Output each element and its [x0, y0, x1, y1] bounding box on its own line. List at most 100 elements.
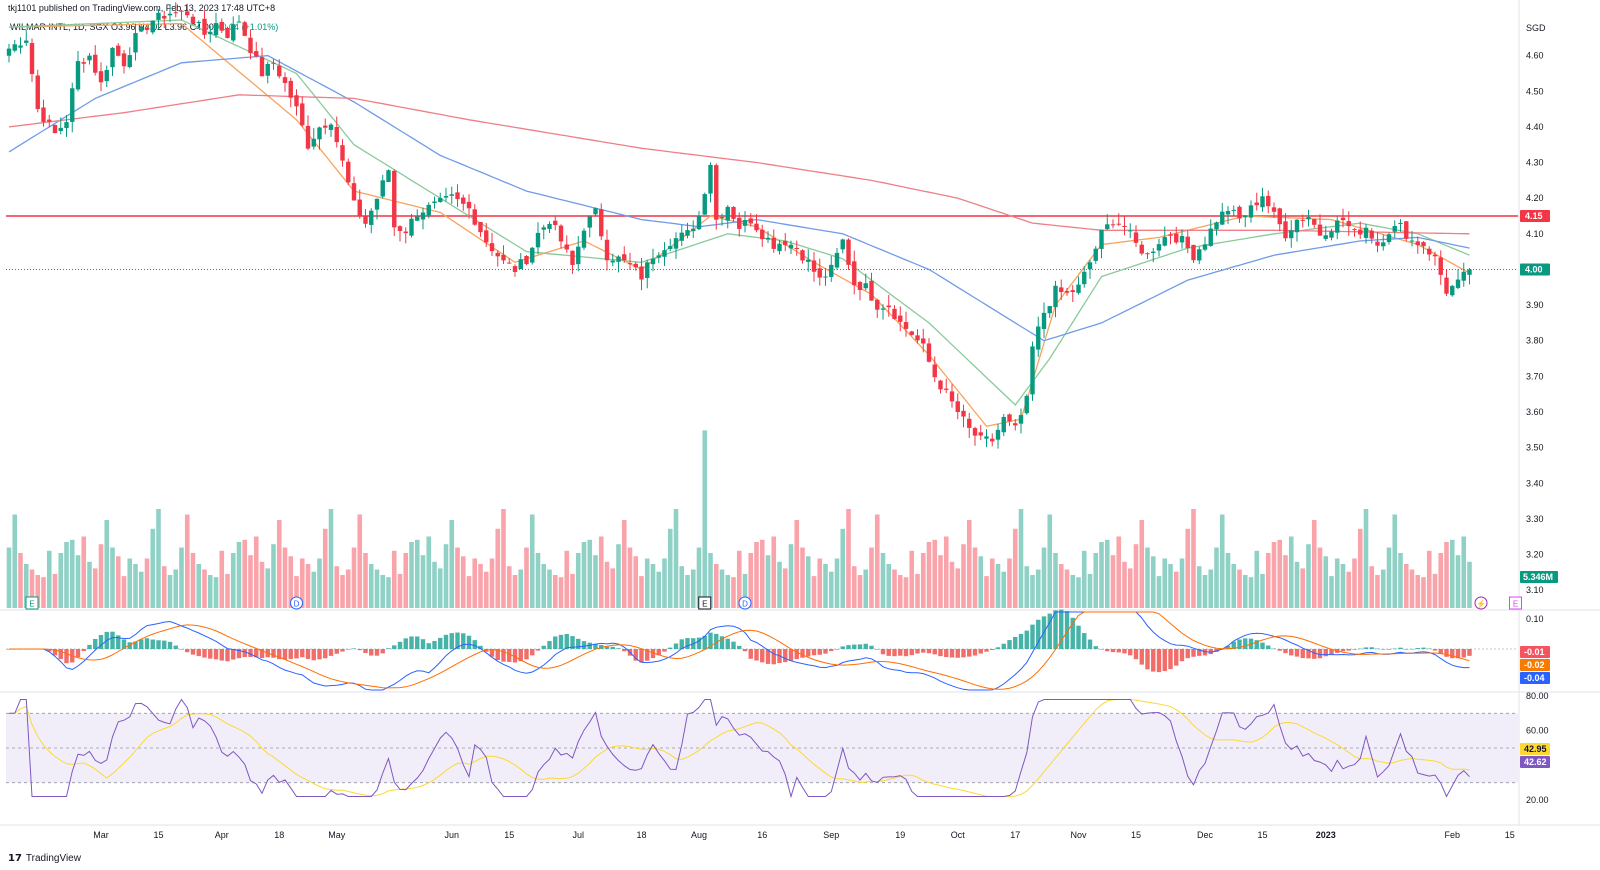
- volume-label: 5.346M: [1523, 572, 1553, 582]
- candle-body: [466, 201, 472, 209]
- macd-histogram-bar: [610, 646, 615, 649]
- candle-body: [1030, 346, 1035, 395]
- macd-histogram-bar: [863, 643, 868, 649]
- macd-histogram-bar: [972, 649, 978, 656]
- volume-bar: [1271, 542, 1277, 608]
- macd-histogram-bar: [535, 649, 541, 651]
- macd-histogram-bar: [139, 639, 144, 649]
- macd-histogram-bar: [1260, 642, 1265, 649]
- macd-histogram-bar: [1243, 638, 1248, 649]
- ohlc-open: O3.96: [111, 22, 136, 32]
- volume-bar: [1093, 553, 1099, 608]
- candle-body: [857, 282, 863, 291]
- volume-bar: [1375, 575, 1380, 608]
- candle-body: [880, 308, 886, 310]
- volume-bar: [18, 553, 23, 608]
- macd-histogram-bar: [409, 636, 414, 649]
- candle-body: [610, 260, 615, 263]
- volume-bar: [610, 568, 616, 608]
- macd-histogram-bar: [420, 639, 426, 649]
- macd-histogram-bar: [852, 644, 857, 649]
- candle-body: [662, 250, 667, 257]
- candle-body: [47, 119, 52, 122]
- candle-body: [771, 237, 776, 249]
- macd-histogram-bar: [162, 640, 167, 649]
- volume-bar: [995, 564, 1001, 608]
- candle-body: [967, 418, 972, 428]
- volume-bar: [115, 556, 121, 608]
- volume-bar: [846, 509, 851, 608]
- candle-body: [742, 220, 748, 226]
- symbol-name[interactable]: WILMAR INTL, 1D, SGX: [10, 22, 109, 32]
- price-tick-label: 3.60: [1526, 407, 1544, 417]
- volume-bars: [6, 430, 1472, 608]
- macd-histogram-bar: [1283, 649, 1288, 654]
- candle-body: [139, 26, 144, 32]
- candle-body: [231, 24, 236, 41]
- macd-histogram-bar: [714, 633, 719, 649]
- symbol-ohlc-line[interactable]: WILMAR INTL, 1D, SGX O3.96 H4.02 L3.96 C…: [10, 22, 279, 32]
- macd-histogram-bar: [570, 636, 575, 649]
- volume-bar: [667, 528, 673, 608]
- volume-bar: [225, 573, 230, 608]
- candle-body: [340, 145, 345, 161]
- volume-bar: [909, 550, 915, 608]
- volume-bar: [426, 536, 432, 608]
- volume-bar: [892, 569, 897, 608]
- macd-histogram-bar: [783, 649, 788, 663]
- volume-bar: [552, 575, 558, 608]
- candle-body: [760, 229, 765, 240]
- candle-body: [213, 23, 219, 36]
- volume-bar: [690, 569, 696, 608]
- macd-histogram-bar: [1185, 649, 1190, 659]
- volume-bar: [782, 568, 788, 608]
- candle-body: [1386, 234, 1392, 243]
- event-marker: [738, 596, 752, 610]
- candle-body: [1415, 241, 1420, 246]
- volume-bar: [104, 520, 110, 608]
- macd-histogram-bar: [1323, 649, 1328, 657]
- candle-body: [1087, 262, 1093, 270]
- candle-body: [357, 199, 362, 217]
- volume-bar: [357, 514, 363, 608]
- volume-bar: [915, 573, 920, 608]
- candle-body: [765, 237, 771, 240]
- volume-bar: [1208, 569, 1214, 608]
- candle-body: [1450, 285, 1455, 296]
- ohlc-change: +0.04 (+1.01%): [216, 22, 279, 32]
- volume-bar: [334, 566, 340, 608]
- candle-body: [64, 122, 69, 129]
- macd-histogram-bar: [455, 632, 460, 649]
- rsi-value-badge: [1520, 756, 1550, 768]
- volume-bar: [213, 577, 219, 608]
- macd-value-label: -0.04: [1524, 673, 1545, 683]
- candle-body: [380, 180, 385, 197]
- candle-body: [1047, 306, 1052, 314]
- macd-histogram-bar: [892, 649, 897, 657]
- volume-bar: [1053, 553, 1058, 608]
- macd-value-badge: [1520, 672, 1550, 684]
- macd-histogram-bar: [489, 649, 495, 657]
- volume-bar: [1426, 550, 1432, 608]
- candle-body: [173, 12, 178, 14]
- rsi-line: [9, 698, 1470, 799]
- currency-label: SGD: [1526, 23, 1546, 33]
- macd-histogram-bar: [581, 641, 587, 649]
- candle-body: [512, 266, 518, 272]
- volume-bar: [1265, 553, 1271, 608]
- volume-bar: [736, 550, 742, 608]
- macd-histogram-bar: [1110, 649, 1116, 653]
- volume-bar: [345, 569, 351, 608]
- macd-histogram-bar: [1156, 649, 1162, 673]
- volume-bar: [1415, 575, 1421, 608]
- candle-body: [1346, 221, 1351, 227]
- candle-body: [1432, 254, 1438, 257]
- rsi-ma-line: [9, 699, 1470, 797]
- volume-bar: [207, 575, 213, 608]
- macd-histogram-bar: [259, 649, 265, 658]
- candle-body: [1151, 251, 1156, 253]
- tradingview-logo[interactable]: 17 TradingView: [8, 853, 81, 864]
- volume-bar: [64, 542, 69, 608]
- event-marker: [1509, 596, 1522, 610]
